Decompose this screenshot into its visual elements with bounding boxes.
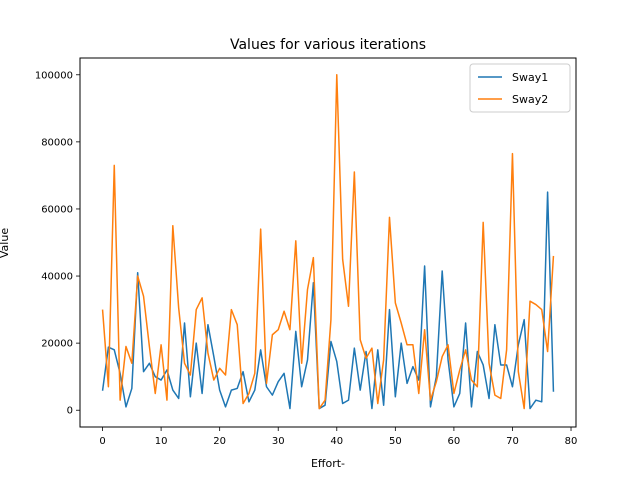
x-tick-label: 40 (330, 436, 343, 447)
x-tick-label: 20 (213, 436, 226, 447)
y-tick-label: 60000 (41, 204, 73, 215)
x-tick-label: 70 (506, 436, 519, 447)
series-line-sway2 (101, 74, 555, 410)
plot-frame (79, 57, 577, 428)
y-tick-label: 0 (67, 406, 73, 417)
legend: Sway1 Sway2 (469, 63, 571, 113)
y-tick-label: 100000 (35, 70, 73, 81)
plot-lines (101, 74, 555, 410)
y-tick-label: 20000 (41, 339, 73, 350)
x-tick-label: 50 (389, 436, 402, 447)
legend-box (469, 63, 571, 113)
y-tick-label: 40000 (41, 272, 73, 283)
chart-title: Values for various iterations (230, 37, 426, 53)
legend-label-sway1: Sway1 (512, 71, 548, 84)
x-tick-label: 0 (99, 436, 105, 447)
y-axis-label: Value (0, 228, 11, 258)
x-tick-label: 30 (272, 436, 285, 447)
x-tick-label: 10 (155, 436, 168, 447)
x-tick-label: 60 (448, 436, 461, 447)
y-axis-ticks: 0 20000 40000 60000 80000 100000 (35, 70, 80, 417)
x-axis-label: Effort- (311, 457, 345, 470)
y-tick-label: 80000 (41, 137, 73, 148)
legend-label-sway2: Sway2 (512, 93, 548, 106)
x-tick-label: 80 (565, 436, 578, 447)
x-axis-ticks: 0 10 20 30 40 50 60 70 80 (99, 427, 577, 447)
